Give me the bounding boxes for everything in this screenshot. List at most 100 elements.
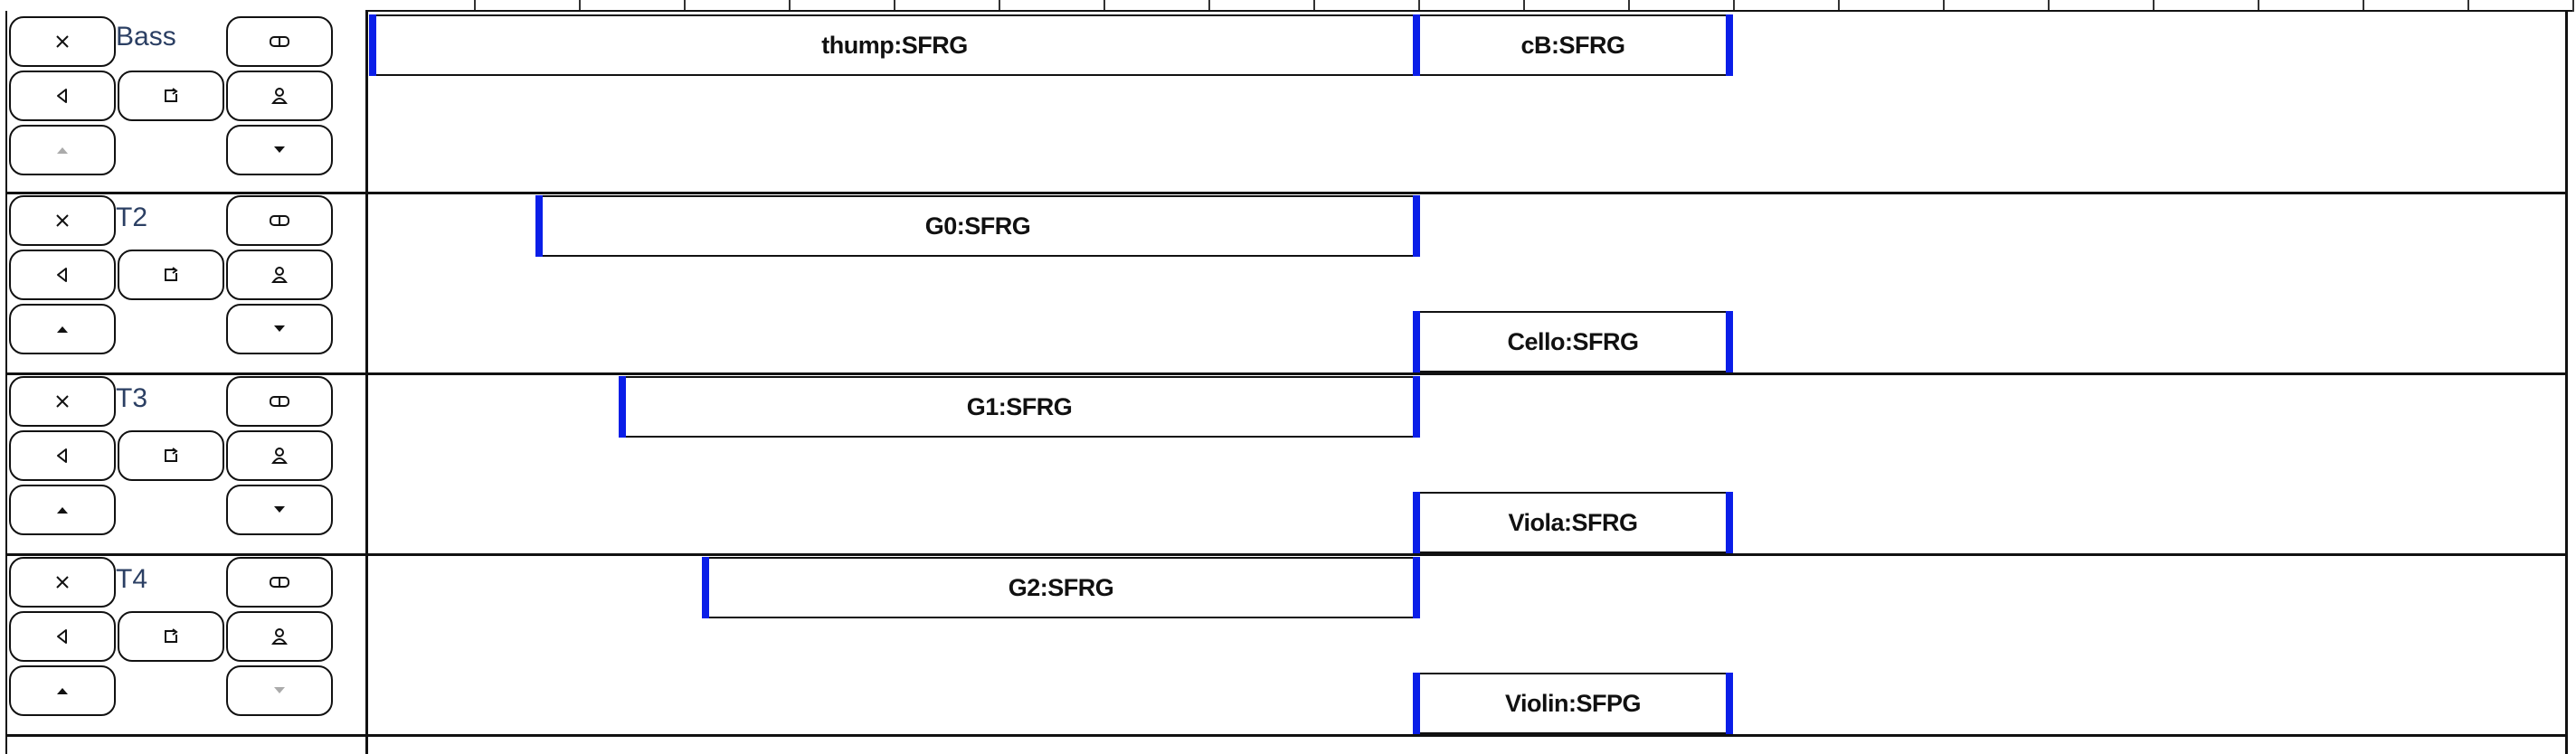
ruler-tick: [2258, 0, 2259, 12]
track-split-button[interactable]: [226, 376, 333, 427]
track-separator: [5, 553, 2568, 556]
mute-button[interactable]: [9, 71, 116, 121]
person-icon: [270, 266, 289, 284]
ruler-tick: [2153, 0, 2155, 12]
solo-button[interactable]: [226, 430, 333, 481]
clip[interactable]: G1:SFRG: [619, 376, 1420, 438]
arrow-up-icon: [55, 686, 70, 695]
track-separator: [5, 372, 2568, 375]
clip[interactable]: G0:SFRG: [535, 195, 1420, 257]
loop-icon: [162, 87, 180, 105]
move-track-up-button[interactable]: [9, 485, 116, 535]
clip-label: G1:SFRG: [966, 392, 1073, 420]
split-icon: [270, 576, 289, 589]
person-icon: [270, 87, 289, 105]
clip[interactable]: G2:SFRG: [702, 557, 1420, 618]
clip-end-handle[interactable]: [1726, 14, 1733, 76]
ruler-tick: [1208, 0, 1210, 12]
arrow-up-icon: [55, 325, 70, 334]
clip-start-handle[interactable]: [1413, 492, 1420, 553]
move-track-down-button[interactable]: [226, 304, 333, 354]
track-panel-divider: [365, 11, 368, 754]
ruler-tick: [2467, 0, 2469, 12]
clip[interactable]: Viola:SFRG: [1413, 492, 1733, 553]
clip-label: Violin:SFPG: [1504, 689, 1642, 717]
track-name[interactable]: Bass: [116, 22, 176, 52]
move-track-up-button[interactable]: [9, 304, 116, 354]
arrow-down-icon: [272, 325, 287, 334]
clip-start-handle[interactable]: [369, 14, 376, 76]
loop-icon: [162, 627, 180, 646]
clip-label: thump:SFRG: [821, 31, 968, 59]
loop-button[interactable]: [118, 250, 224, 300]
remove-track-button[interactable]: [9, 557, 116, 608]
clip-start-handle[interactable]: [1413, 673, 1420, 734]
person-icon: [270, 627, 289, 646]
track-row: Bass: [0, 11, 2576, 192]
loop-icon: [162, 447, 180, 465]
clip-label: Cello:SFRG: [1507, 327, 1639, 355]
clip-start-handle[interactable]: [619, 376, 626, 438]
speaker-icon: [55, 628, 70, 645]
mute-button[interactable]: [9, 611, 116, 662]
clip-start-handle[interactable]: [1413, 14, 1420, 76]
clip[interactable]: Violin:SFPG: [1413, 673, 1733, 734]
move-track-down-button[interactable]: [226, 125, 333, 175]
ruler-baseline: [365, 10, 2572, 12]
mute-button[interactable]: [9, 430, 116, 481]
ruler-tick: [1733, 0, 1735, 12]
clip-end-handle[interactable]: [1413, 376, 1420, 438]
split-icon: [270, 214, 289, 227]
ruler-tick: [999, 0, 1000, 12]
clip-start-handle[interactable]: [1413, 311, 1420, 372]
ruler-tick: [1523, 0, 1525, 12]
track-name[interactable]: T2: [116, 203, 148, 232]
solo-button[interactable]: [226, 611, 333, 662]
clip-end-handle[interactable]: [1413, 557, 1420, 618]
track-row: T4: [0, 553, 2576, 734]
mute-button[interactable]: [9, 250, 116, 300]
remove-track-button[interactable]: [9, 16, 116, 67]
tracks-bottom-border: [5, 734, 2568, 737]
track-row: T3: [0, 372, 2576, 553]
clip-label: G2:SFRG: [1008, 573, 1114, 601]
move-track-down-button[interactable]: [226, 665, 333, 716]
clip[interactable]: Cello:SFRG: [1413, 311, 1733, 372]
loop-button[interactable]: [118, 71, 224, 121]
clip-end-handle[interactable]: [1726, 492, 1733, 553]
ruler-tick: [2363, 0, 2364, 12]
clip[interactable]: cB:SFRG: [1413, 14, 1733, 76]
loop-button[interactable]: [118, 611, 224, 662]
clip[interactable]: thump:SFRG: [369, 14, 1420, 76]
ruler-tick: [2572, 0, 2574, 12]
clip-start-handle[interactable]: [702, 557, 709, 618]
track-split-button[interactable]: [226, 557, 333, 608]
remove-track-button[interactable]: [9, 195, 116, 246]
clip-start-handle[interactable]: [535, 195, 543, 257]
solo-button[interactable]: [226, 71, 333, 121]
track-row: T2: [0, 192, 2576, 372]
ruler-tick: [1838, 0, 1840, 12]
clip-end-handle[interactable]: [1726, 673, 1733, 734]
arrow-up-icon: [55, 146, 70, 155]
move-track-up-button[interactable]: [9, 665, 116, 716]
move-track-up-button[interactable]: [9, 125, 116, 175]
lanes-right-border: [2565, 11, 2568, 754]
track-split-button[interactable]: [226, 195, 333, 246]
split-icon: [270, 395, 289, 408]
clip-label: G0:SFRG: [924, 212, 1031, 240]
track-name[interactable]: T4: [116, 564, 148, 594]
track-panel-left-border: [5, 11, 7, 754]
remove-track-button[interactable]: [9, 376, 116, 427]
clip-end-handle[interactable]: [1726, 311, 1733, 372]
track-split-button[interactable]: [226, 16, 333, 67]
person-icon: [270, 447, 289, 465]
move-track-down-button[interactable]: [226, 485, 333, 535]
speaker-icon: [55, 448, 70, 464]
ruler-tick: [789, 0, 791, 12]
clip-end-handle[interactable]: [1413, 195, 1420, 257]
solo-button[interactable]: [226, 250, 333, 300]
ruler-tick: [684, 0, 686, 12]
loop-button[interactable]: [118, 430, 224, 481]
track-name[interactable]: T3: [116, 383, 148, 413]
